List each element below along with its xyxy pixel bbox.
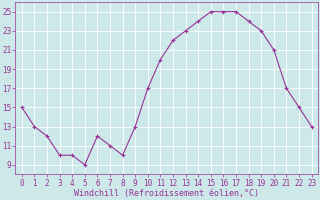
X-axis label: Windchill (Refroidissement éolien,°C): Windchill (Refroidissement éolien,°C): [74, 189, 259, 198]
